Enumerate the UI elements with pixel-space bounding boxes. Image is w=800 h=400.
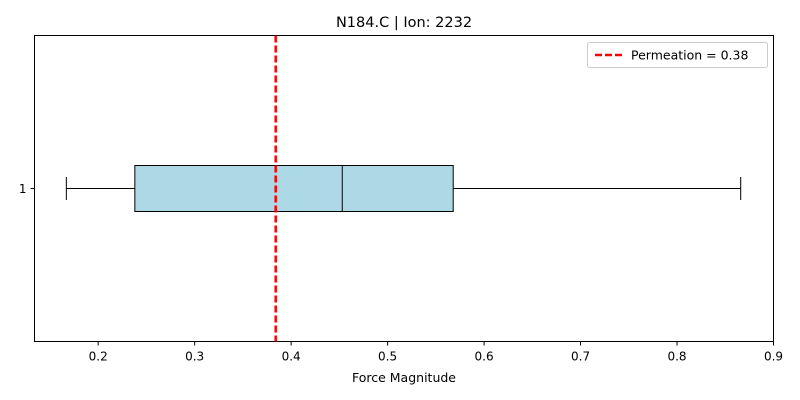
x-tick-label: 0.8: [667, 350, 686, 364]
y-axis: 1: [19, 182, 35, 196]
y-tick-label: 1: [19, 182, 27, 196]
legend-label: Permeation = 0.38: [631, 48, 748, 63]
chart-title: N184.C | Ion: 2232: [336, 15, 472, 31]
x-tick-label: 0.2: [89, 350, 108, 364]
legend-frame: [587, 42, 768, 68]
x-tick-label: 0.6: [475, 350, 494, 364]
interquartile-box: [134, 165, 454, 212]
box-plot: [65, 165, 742, 212]
x-tick-label: 0.5: [378, 350, 397, 364]
x-axis: 0.2 0.3 0.4 0.5 0.6 0.7 0.8 0.9: [89, 341, 783, 364]
x-tick-label: 0.3: [185, 350, 204, 364]
legend: Permeation = 0.38: [587, 42, 768, 68]
x-tick-label: 0.7: [571, 350, 590, 364]
x-tick-label: 0.4: [282, 350, 301, 364]
x-tick-label: 0.9: [764, 350, 783, 364]
x-axis-label: Force Magnitude: [352, 370, 456, 385]
